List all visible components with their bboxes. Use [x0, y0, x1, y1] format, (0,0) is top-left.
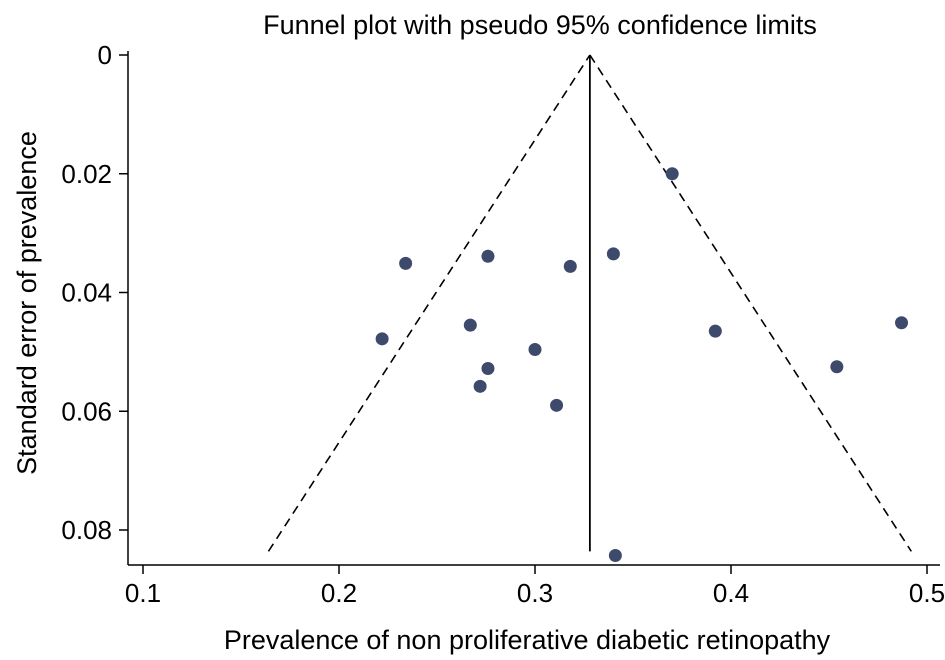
y-tick-label: 0.04: [61, 278, 112, 308]
x-tick-label: 0.1: [125, 578, 161, 608]
chart-title: Funnel plot with pseudo 95% confidence l…: [263, 10, 817, 40]
data-point: [708, 324, 722, 338]
x-tick-label: 0.5: [909, 578, 945, 608]
lower-confidence-limit: [267, 54, 591, 552]
data-point: [665, 167, 679, 181]
data-point: [375, 332, 389, 346]
upper-confidence-limit: [589, 54, 912, 552]
data-point: [481, 249, 495, 263]
data-point: [399, 256, 413, 270]
y-axis-label: Standard error of prevalence: [12, 131, 42, 475]
data-point: [463, 318, 477, 332]
y-tick-label: 0.08: [61, 515, 112, 545]
data-point: [895, 316, 909, 330]
confidence-funnel: [267, 54, 912, 552]
x-tick-label: 0.2: [321, 578, 357, 608]
data-point: [528, 343, 542, 356]
data-points: [375, 167, 909, 563]
axes: 0.1 0.2 0.3 0.4 0.5 0 0.02 0.04 0.06 0.08: [61, 40, 945, 608]
data-point: [473, 379, 487, 393]
data-point: [608, 549, 622, 563]
y-tick-label: 0: [98, 40, 112, 70]
data-point: [563, 259, 577, 273]
x-tick-label: 0.3: [517, 578, 553, 608]
y-tick-label: 0.02: [61, 159, 112, 189]
data-point: [606, 247, 620, 261]
x-axis-label: Prevalence of non proliferative diabetic…: [224, 625, 831, 655]
x-tick-label: 0.4: [713, 578, 749, 608]
data-point: [830, 360, 844, 374]
data-point: [481, 362, 495, 375]
data-point: [550, 398, 564, 412]
y-tick-label: 0.06: [61, 396, 112, 426]
